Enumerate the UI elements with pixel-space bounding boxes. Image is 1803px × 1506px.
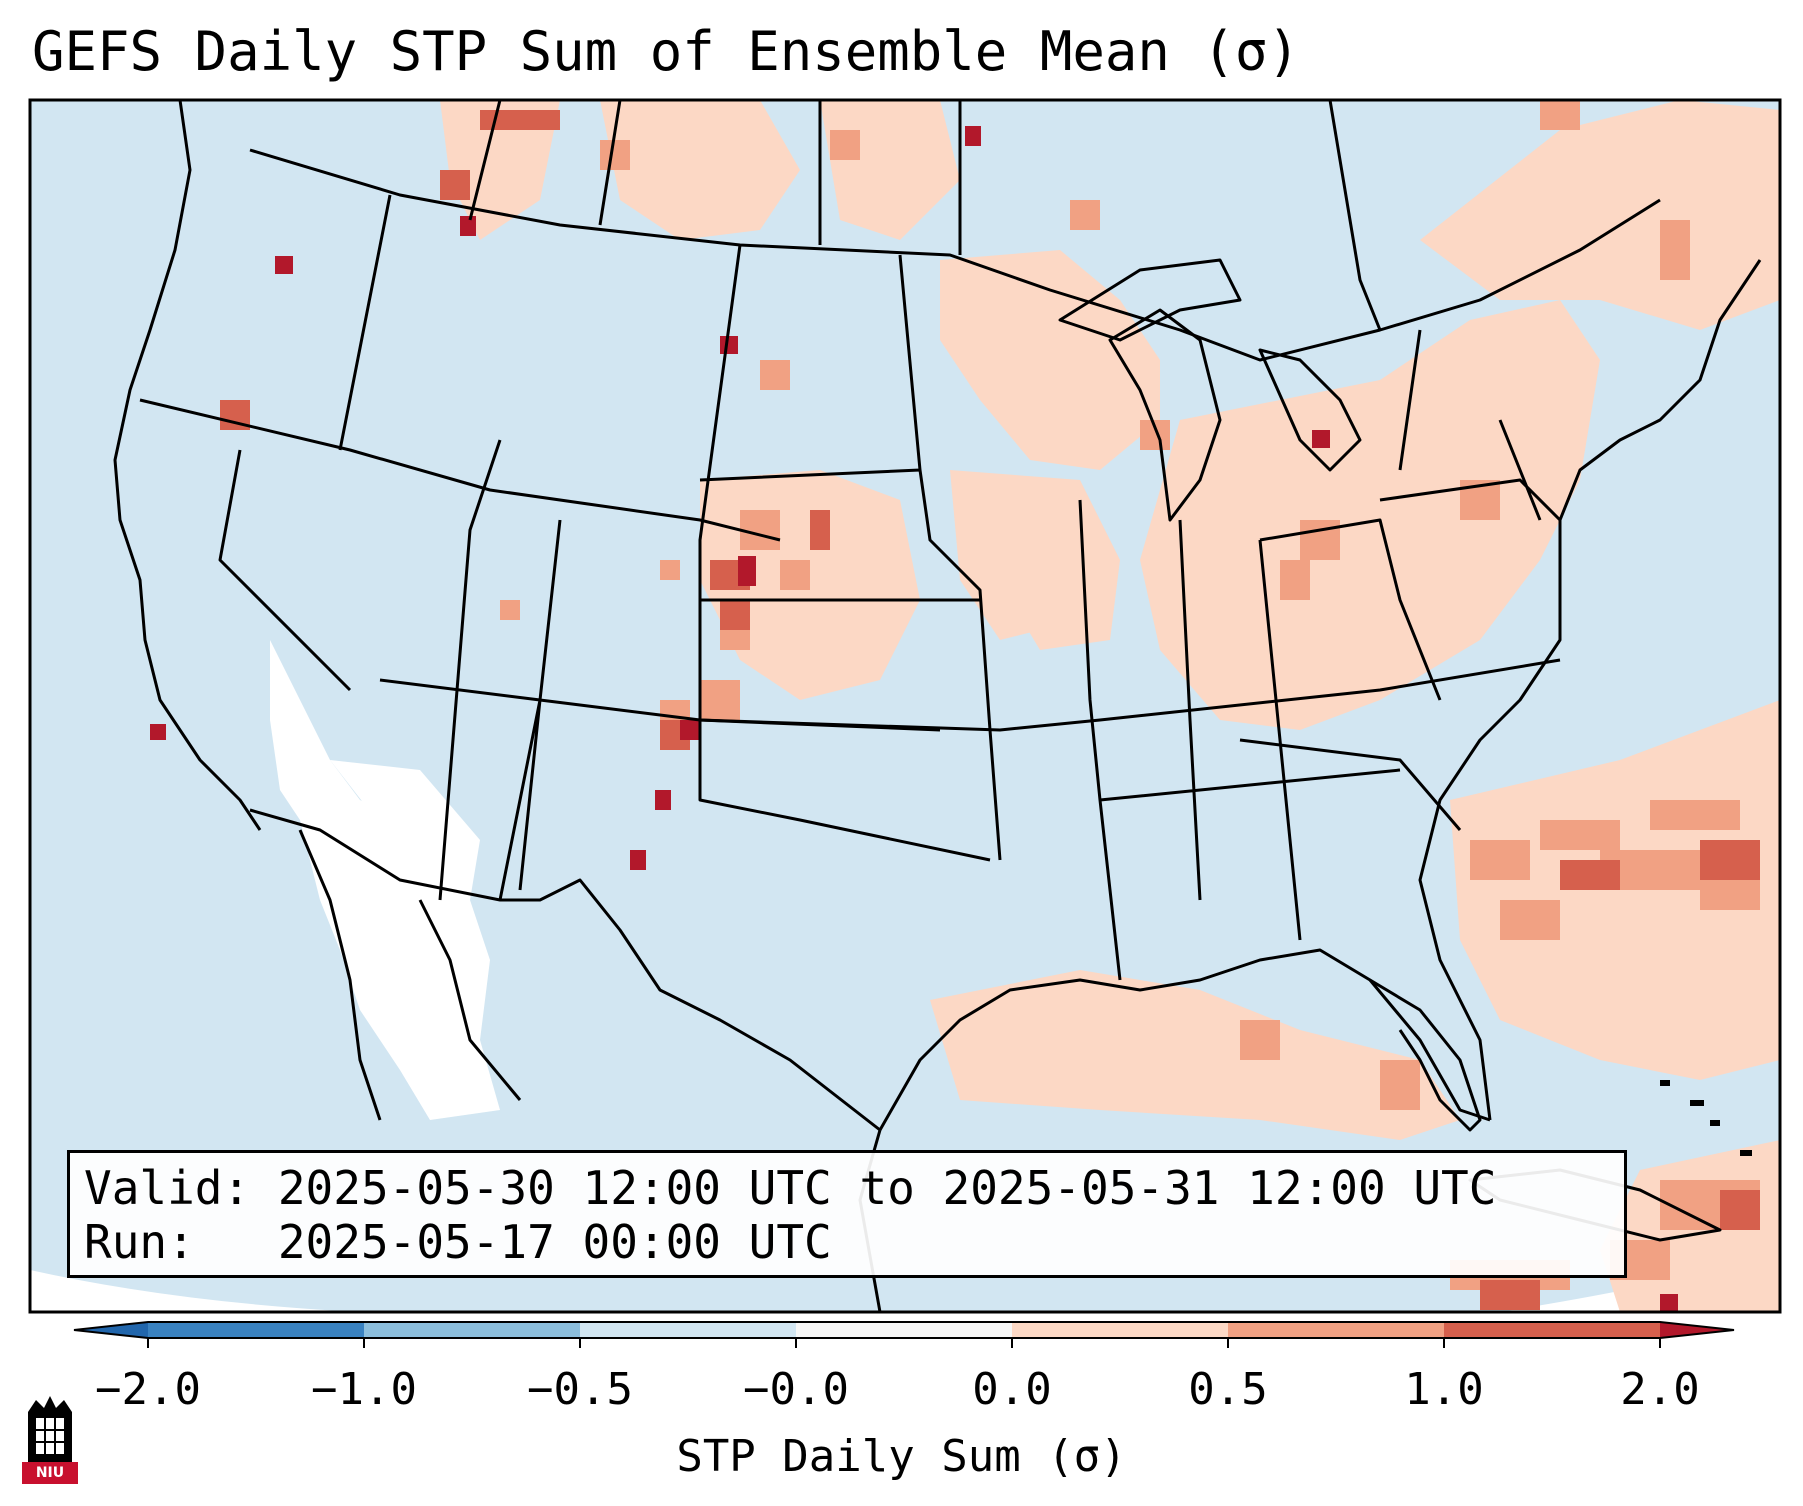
lake-michigan-shore — [1258, 348, 1362, 472]
extreme-anomaly-cells — [150, 126, 1678, 1312]
colorbar-bin — [364, 1322, 581, 1338]
boundaries — [113, 100, 1762, 1312]
colorbar-bin — [1228, 1322, 1445, 1338]
colorbar-tick-label: −1.0 — [311, 1364, 417, 1415]
colorbar-bin — [580, 1322, 797, 1338]
positive-anomaly-areas — [440, 100, 1780, 1312]
lake-superior — [1058, 258, 1242, 342]
niu-logo-text: NIU — [22, 1462, 78, 1484]
map-frame — [28, 98, 1782, 1314]
niu-tower-icon — [28, 1396, 72, 1462]
colorbar-tick-label: 0.5 — [1188, 1364, 1268, 1415]
colorbar-bin — [1444, 1322, 1661, 1338]
state-lines-central — [698, 244, 1561, 862]
florida — [1369, 978, 1482, 1132]
colorbar-tick-label: −2.0 — [95, 1364, 201, 1415]
islands — [1660, 1080, 1752, 1156]
colorbar-bin — [148, 1322, 365, 1338]
colorbar-tick-label: −0.0 — [743, 1364, 849, 1415]
east-coast — [1418, 259, 1762, 1121]
state-lines-west — [139, 194, 941, 901]
gulf-coast — [878, 948, 1491, 1131]
colorbar-under-arrow — [74, 1322, 148, 1338]
state-lines-east — [1078, 329, 1562, 981]
colorbar-tick-label: 0.0 — [972, 1364, 1052, 1415]
west-coast — [113, 100, 262, 831]
canada-us-border — [249, 148, 1661, 362]
canada-province-lines — [468, 100, 1382, 331]
colorbar-label: STP Daily Sum (σ) — [676, 1431, 1127, 1482]
run-time-text: Run: 2025-05-17 00:00 UTC — [84, 1215, 832, 1269]
colorbar-tick-label: 1.0 — [1404, 1364, 1484, 1415]
map-title: GEFS Daily STP Sum of Ensemble Mean (σ) — [32, 20, 1300, 83]
valid-time-text: Valid: 2025-05-30 12:00 UTC to 2025-05-3… — [84, 1161, 1497, 1215]
colorbar-bin — [1012, 1322, 1229, 1338]
colorbar-tick-label: −0.5 — [527, 1364, 633, 1415]
validity-info-box: Valid: 2025-05-30 12:00 UTC to 2025-05-3… — [67, 1150, 1627, 1278]
great-lakes — [1108, 308, 1222, 522]
colorbar-tick-label: 2.0 — [1620, 1364, 1700, 1415]
us-mexico-border — [249, 808, 881, 1132]
colorbar-bin — [796, 1322, 1013, 1338]
colorbar-over-arrow — [1660, 1322, 1734, 1338]
